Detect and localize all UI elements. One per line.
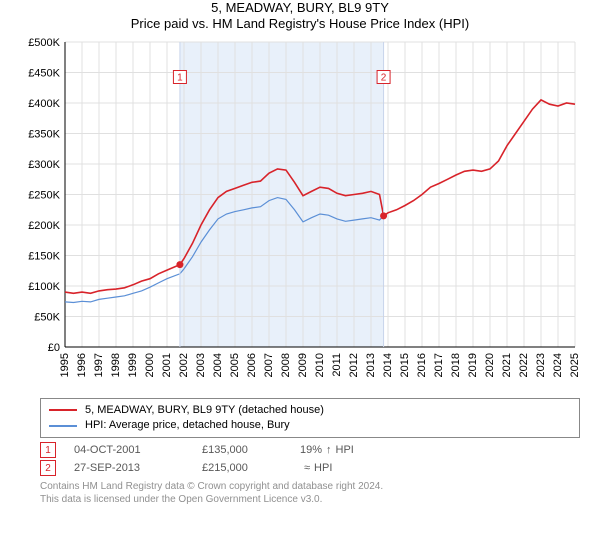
svg-text:2001: 2001	[161, 353, 173, 377]
sale-diff: 19% ↑ HPI	[300, 444, 354, 456]
legend-swatch	[49, 425, 77, 427]
sale-price: £135,000	[202, 444, 282, 456]
svg-text:1997: 1997	[93, 353, 105, 377]
svg-text:£250K: £250K	[28, 189, 60, 201]
sale-marker-icon: 1	[40, 442, 56, 458]
svg-text:£100K: £100K	[28, 281, 60, 293]
svg-text:£400K: £400K	[28, 98, 60, 110]
svg-text:2020: 2020	[484, 353, 496, 377]
svg-text:2: 2	[381, 72, 387, 83]
svg-text:2005: 2005	[229, 353, 241, 377]
svg-text:2016: 2016	[416, 353, 428, 377]
svg-text:2021: 2021	[501, 353, 513, 377]
svg-text:2009: 2009	[297, 353, 309, 377]
svg-text:2019: 2019	[467, 353, 479, 377]
svg-text:2011: 2011	[331, 353, 343, 377]
svg-text:2022: 2022	[518, 353, 530, 377]
svg-text:£200K: £200K	[28, 220, 60, 232]
price-chart: £0 £50K £100K £150K £200K £250K £300K £350K £400…	[20, 37, 580, 392]
svg-text:2008: 2008	[280, 353, 292, 377]
legend-label: 5, MEADWAY, BURY, BL9 9TY (detached hous…	[85, 403, 324, 418]
legend-label: HPI: Average price, detached house, Bury	[85, 418, 290, 433]
svg-text:2003: 2003	[195, 353, 207, 377]
svg-text:1995: 1995	[59, 353, 71, 377]
svg-text:£0: £0	[48, 342, 60, 354]
legend: 5, MEADWAY, BURY, BL9 9TY (detached hous…	[40, 398, 580, 439]
svg-text:2017: 2017	[433, 353, 445, 377]
sale-row: 1 04-OCT-2001 £135,000 19% ↑ HPI	[40, 442, 580, 458]
svg-text:2007: 2007	[263, 353, 275, 377]
svg-text:2015: 2015	[399, 353, 411, 377]
svg-text:2023: 2023	[535, 353, 547, 377]
svg-text:£50K: £50K	[34, 311, 60, 323]
svg-text:£350K: £350K	[28, 128, 60, 140]
legend-item: 5, MEADWAY, BURY, BL9 9TY (detached hous…	[49, 403, 571, 418]
svg-text:£300K: £300K	[28, 159, 60, 171]
svg-text:2010: 2010	[314, 353, 326, 377]
sale-price: £215,000	[202, 462, 282, 474]
svg-text:2012: 2012	[348, 353, 360, 377]
page-subtitle: Price paid vs. HM Land Registry's House …	[0, 16, 600, 31]
svg-text:2013: 2013	[365, 353, 377, 377]
sale-date: 27-SEP-2013	[74, 462, 184, 474]
svg-text:2002: 2002	[178, 353, 190, 377]
approx-icon: ≈	[304, 462, 310, 474]
sale-date: 04-OCT-2001	[74, 444, 184, 456]
svg-text:£500K: £500K	[28, 37, 60, 49]
attribution: Contains HM Land Registry data © Crown c…	[40, 480, 580, 506]
page-title: 5, MEADWAY, BURY, BL9 9TY	[0, 0, 600, 16]
svg-text:2004: 2004	[212, 353, 224, 377]
svg-text:2006: 2006	[246, 353, 258, 377]
svg-text:1998: 1998	[110, 353, 122, 377]
svg-text:1996: 1996	[76, 353, 88, 377]
svg-text:2025: 2025	[569, 353, 580, 377]
svg-text:1: 1	[177, 72, 183, 83]
svg-text:£450K: £450K	[28, 67, 60, 79]
legend-swatch	[49, 409, 77, 411]
sale-diff: ≈ HPI	[300, 462, 332, 474]
legend-item: HPI: Average price, detached house, Bury	[49, 418, 571, 433]
svg-text:£150K: £150K	[28, 250, 60, 262]
svg-text:2018: 2018	[450, 353, 462, 377]
sale-row: 2 27-SEP-2013 £215,000 ≈ HPI	[40, 460, 580, 476]
sale-marker-icon: 2	[40, 460, 56, 476]
svg-text:2000: 2000	[144, 353, 156, 377]
chart-svg: £0 £50K £100K £150K £200K £250K £300K £350K £400…	[20, 37, 580, 392]
svg-text:1999: 1999	[127, 353, 139, 377]
arrow-up-icon: ↑	[326, 444, 332, 456]
svg-text:2014: 2014	[382, 353, 394, 377]
svg-text:2024: 2024	[552, 353, 564, 377]
